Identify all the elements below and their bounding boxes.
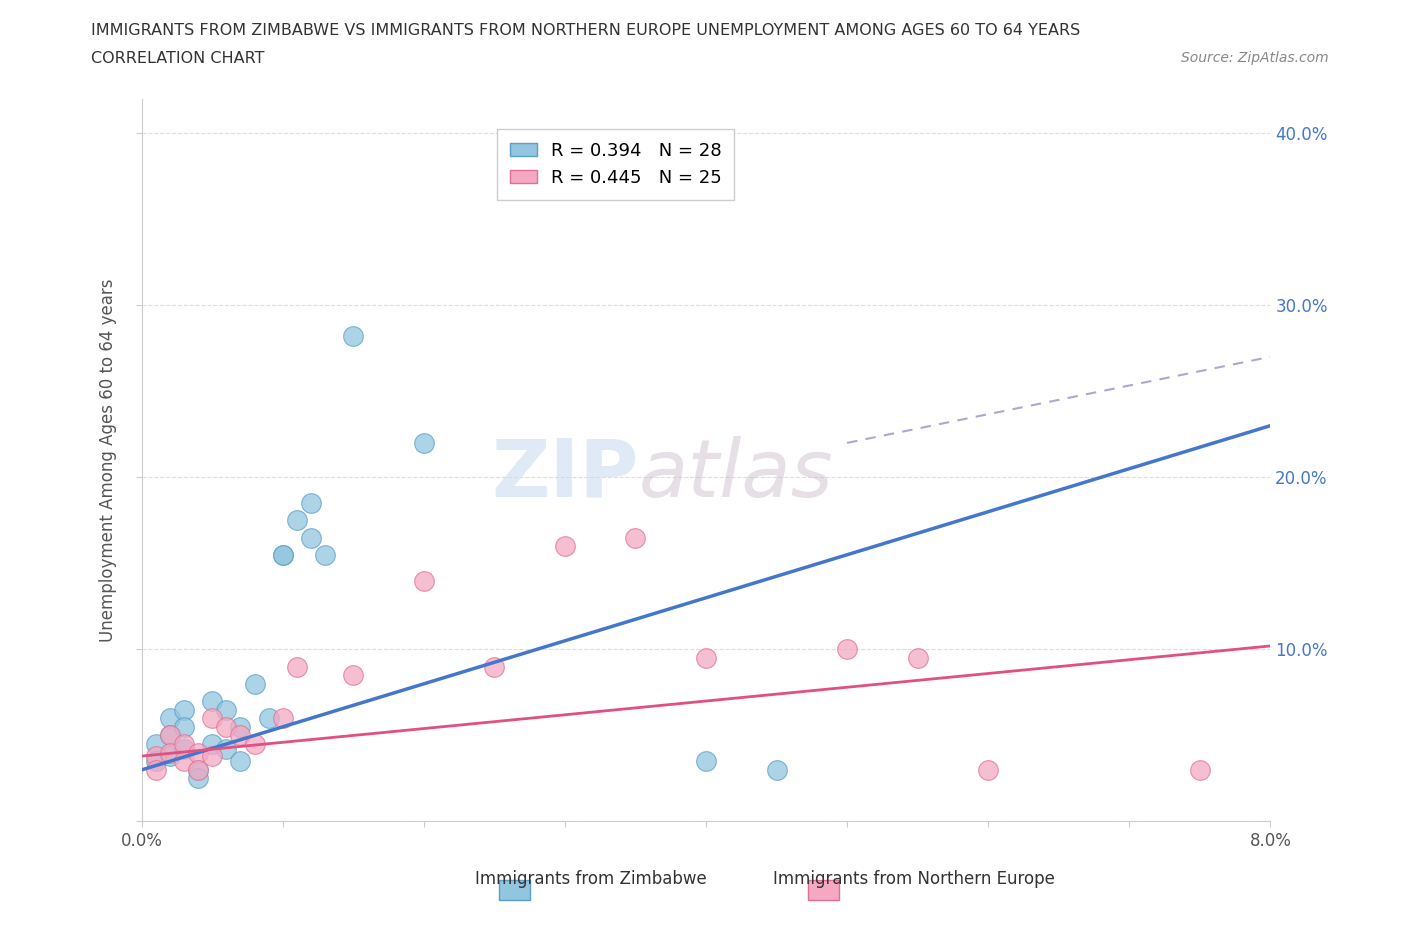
Point: [412, 435, 434, 450]
Point: [159, 711, 181, 725]
Point: [187, 763, 209, 777]
Point: [314, 547, 336, 562]
Text: Immigrants from Northern Europe: Immigrants from Northern Europe: [773, 870, 1054, 888]
Text: ZIP: ZIP: [491, 435, 638, 513]
Point: [159, 728, 181, 743]
Point: [271, 711, 294, 725]
Point: [285, 659, 308, 674]
FancyBboxPatch shape: [499, 880, 530, 900]
Point: [243, 676, 266, 691]
Point: [229, 754, 252, 769]
Point: [695, 754, 717, 769]
Point: [229, 728, 252, 743]
Point: [201, 694, 224, 709]
Point: [159, 749, 181, 764]
Point: [173, 702, 195, 717]
Point: [299, 530, 322, 545]
Text: Immigrants from Zimbabwe: Immigrants from Zimbabwe: [475, 870, 706, 888]
Point: [215, 742, 238, 757]
Point: [835, 642, 858, 657]
Point: [201, 711, 224, 725]
Point: [145, 763, 167, 777]
Point: [201, 749, 224, 764]
Point: [215, 720, 238, 735]
Point: [285, 512, 308, 527]
Point: [257, 711, 280, 725]
Point: [695, 651, 717, 666]
Point: [271, 547, 294, 562]
Point: [201, 737, 224, 751]
Point: [187, 763, 209, 777]
FancyBboxPatch shape: [808, 880, 839, 900]
Point: [145, 737, 167, 751]
Point: [215, 702, 238, 717]
Point: [1188, 763, 1211, 777]
Point: [173, 720, 195, 735]
Text: Source: ZipAtlas.com: Source: ZipAtlas.com: [1181, 51, 1329, 65]
Text: IMMIGRANTS FROM ZIMBABWE VS IMMIGRANTS FROM NORTHERN EUROPE UNEMPLOYMENT AMONG A: IMMIGRANTS FROM ZIMBABWE VS IMMIGRANTS F…: [91, 23, 1081, 38]
Legend: R = 0.394   N = 28, R = 0.445   N = 25: R = 0.394 N = 28, R = 0.445 N = 25: [496, 129, 734, 200]
Point: [145, 754, 167, 769]
Point: [173, 742, 195, 757]
Point: [977, 763, 1000, 777]
Point: [484, 659, 506, 674]
Point: [173, 754, 195, 769]
Point: [765, 763, 787, 777]
Point: [159, 745, 181, 760]
Point: [173, 737, 195, 751]
Point: [412, 573, 434, 588]
Point: [907, 651, 929, 666]
Point: [554, 538, 576, 553]
Point: [187, 745, 209, 760]
Point: [145, 749, 167, 764]
Point: [271, 547, 294, 562]
Point: [229, 720, 252, 735]
Text: atlas: atlas: [638, 435, 832, 513]
Point: [187, 771, 209, 786]
Y-axis label: Unemployment Among Ages 60 to 64 years: Unemployment Among Ages 60 to 64 years: [100, 278, 117, 642]
Point: [243, 737, 266, 751]
Point: [299, 496, 322, 511]
Point: [342, 328, 364, 343]
Text: CORRELATION CHART: CORRELATION CHART: [91, 51, 264, 66]
Point: [342, 668, 364, 683]
Point: [159, 728, 181, 743]
Point: [624, 530, 647, 545]
